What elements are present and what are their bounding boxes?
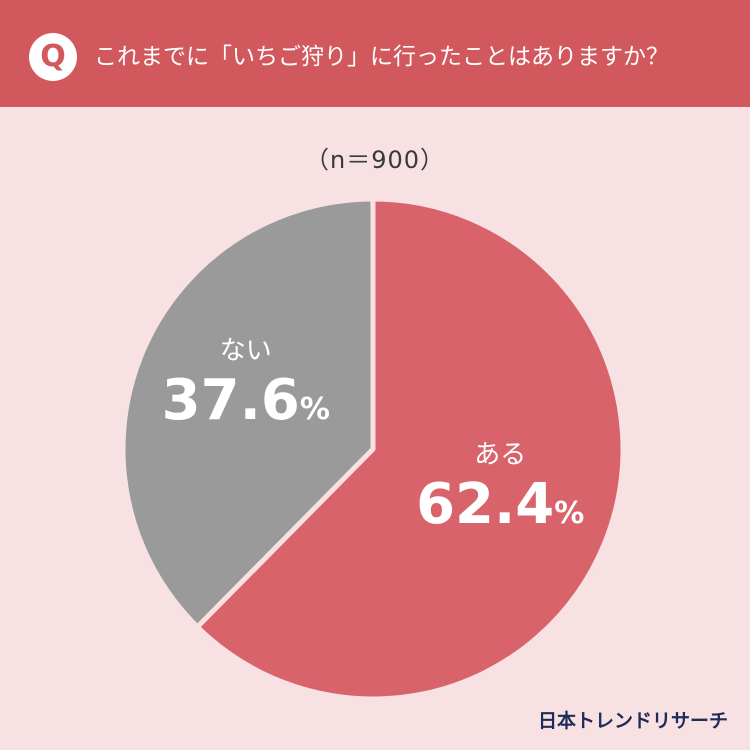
slice-category-label: ある bbox=[474, 440, 526, 470]
pie-slice-yes bbox=[194, 196, 626, 702]
slice-value-label: 37.6% bbox=[162, 368, 330, 433]
question-text: これまでに「いちご狩り」に行ったことはありますか？ bbox=[94, 44, 669, 70]
question-header: Q これまでに「いちご狩り」に行ったことはありますか？ bbox=[0, 0, 750, 107]
slice-category-label: ない bbox=[220, 336, 272, 366]
brand-logo: 日本トレンドリサーチ bbox=[537, 710, 728, 732]
sample-size: （n＝900） bbox=[304, 146, 446, 174]
pie-slices bbox=[120, 196, 626, 702]
question-badge-icon: Q bbox=[29, 33, 77, 81]
pie-slice-no bbox=[120, 196, 376, 630]
slice-value-label: 62.4% bbox=[416, 472, 584, 537]
